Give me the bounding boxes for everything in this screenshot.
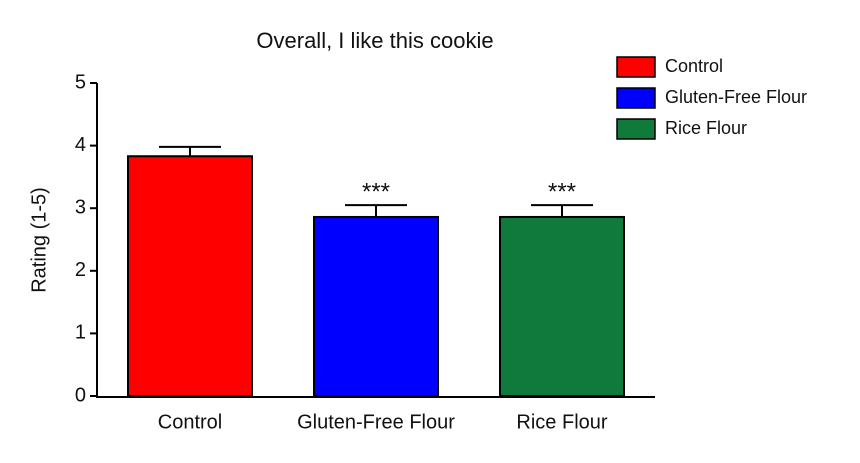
- legend-swatch: [616, 56, 656, 78]
- y-tick-label: 2: [75, 259, 86, 281]
- significance-label: ***: [548, 178, 576, 205]
- chart-title: Overall, I like this cookie: [256, 28, 493, 53]
- y-axis-label: Rating (1-5): [28, 187, 50, 293]
- bar: [313, 215, 439, 397]
- bar: [127, 155, 253, 397]
- y-tick-label: 0: [75, 384, 86, 406]
- y-tick-label: 4: [75, 134, 86, 156]
- y-tick-label: 5: [75, 71, 86, 93]
- y-tick-label: 3: [75, 196, 86, 218]
- legend-label: Gluten-Free Flour: [665, 87, 807, 107]
- y-tick-label: 1: [75, 322, 86, 344]
- x-tick-label: Rice Flour: [516, 411, 607, 433]
- legend-label: Control: [665, 56, 723, 76]
- significance-label: ***: [362, 178, 390, 205]
- legend-swatch: [616, 87, 656, 109]
- bar: [499, 215, 625, 397]
- legend-swatch: [616, 118, 656, 140]
- legend-label: Rice Flour: [665, 118, 747, 138]
- x-tick-label: Gluten-Free Flour: [297, 411, 455, 433]
- x-tick-label: Control: [158, 411, 222, 433]
